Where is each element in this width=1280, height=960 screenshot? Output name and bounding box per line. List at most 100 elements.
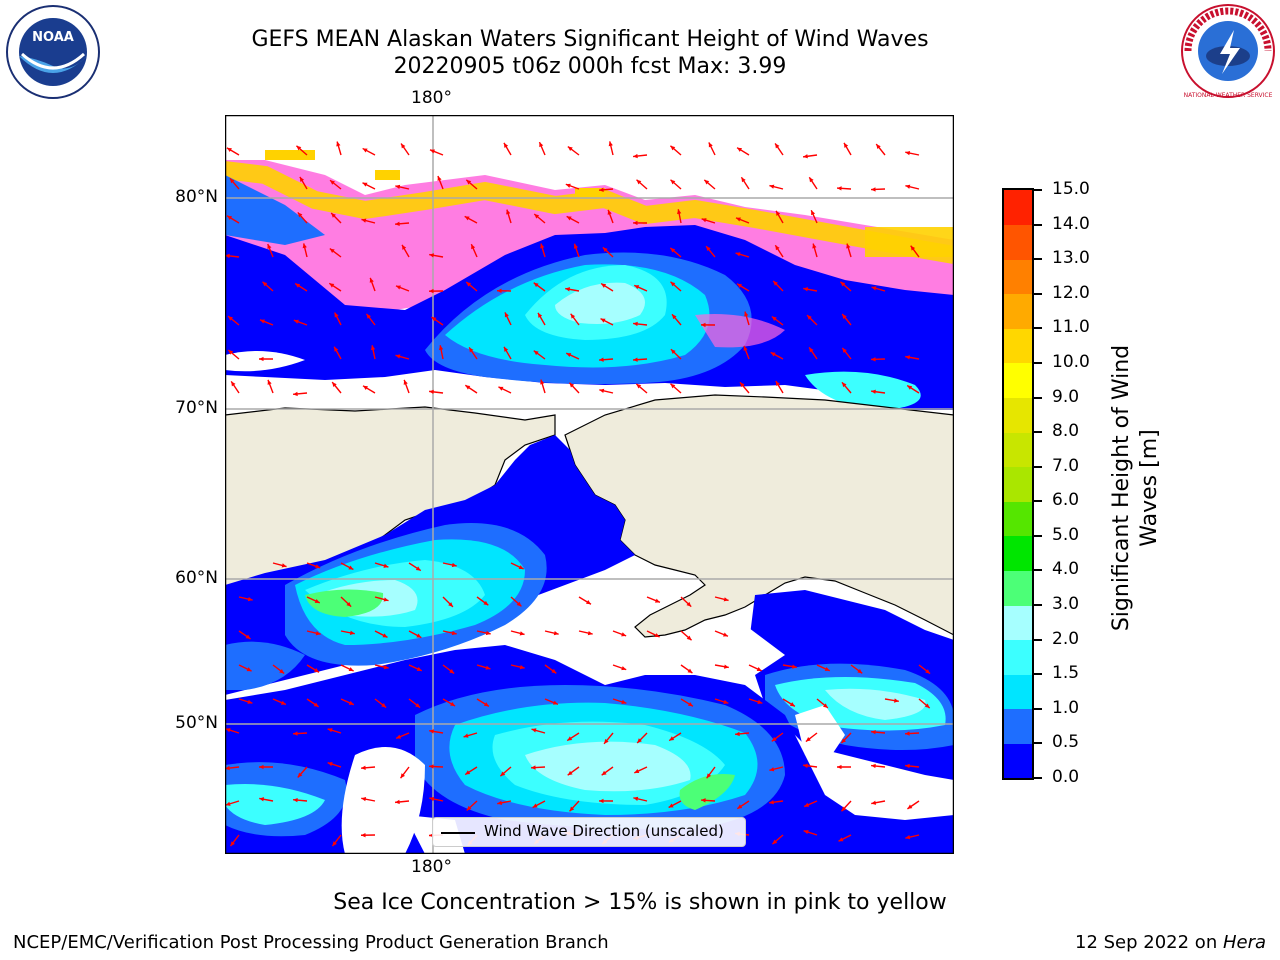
wave-arrow-head	[334, 312, 339, 318]
wave-arrow-head	[464, 216, 470, 221]
colorbar-segment	[1004, 362, 1032, 399]
colorbar	[1002, 188, 1034, 780]
wave-arrow-head	[361, 218, 367, 223]
wave-arrow-head	[437, 175, 442, 181]
wave-arrow-head	[429, 389, 434, 395]
wave-arrow-head	[362, 148, 368, 153]
colorbar-tick-label: 4.0	[1052, 559, 1080, 580]
wave-arrow-head	[634, 285, 640, 290]
wave-arrow-head	[463, 733, 469, 738]
wave-arrow-head	[567, 736, 573, 741]
wave-arrow-head	[293, 391, 298, 397]
wave-arrow-head	[654, 598, 660, 603]
wave-arrow-head	[841, 382, 847, 388]
wave-arrow-head	[471, 244, 476, 250]
wave-arrow-head	[293, 731, 298, 736]
colorbar-segment	[1004, 466, 1032, 502]
wave-arrow-head	[396, 734, 402, 739]
colorbar-tick-label: 14.0	[1052, 213, 1090, 234]
wave-arrow-head	[449, 668, 455, 674]
wave-arrow-head	[809, 177, 814, 183]
wave-arrow-head	[516, 601, 522, 607]
wave-arrow-head	[876, 144, 881, 149]
wave-arrow-head	[769, 800, 774, 805]
wave-arrow-head	[382, 633, 388, 638]
wave-arrow-head	[553, 631, 559, 636]
wave-arrow-head	[245, 634, 251, 639]
wave-arrow-head	[451, 562, 457, 568]
wave-arrow-head	[599, 798, 604, 804]
wave-arrow-head	[565, 183, 571, 188]
wave-arrow-head	[637, 738, 642, 743]
wave-arrow-head	[519, 664, 525, 670]
wave-arrow-head	[503, 142, 509, 148]
wave-arrow-head	[483, 600, 489, 606]
wave-arrow-head	[669, 736, 675, 741]
wave-arrow-head	[837, 764, 842, 770]
wave-arrow-head	[769, 767, 775, 772]
colorbar-segment	[1004, 328, 1032, 364]
wave-arrow-head	[822, 703, 828, 708]
wave-arrow-head	[735, 252, 741, 257]
wave-arrow-head	[803, 154, 808, 159]
wave-arrow-head	[894, 698, 899, 703]
wave-arrow-head	[314, 598, 320, 603]
wave-arrow-head	[330, 180, 335, 185]
lon-label-top: 180°	[411, 88, 452, 108]
wave-arrow-head	[229, 178, 235, 184]
colorbar-tick-label: 6.0	[1052, 490, 1080, 511]
wave-arrow-head	[740, 382, 745, 388]
wave-arrow-head	[741, 177, 746, 183]
wave-arrow-head	[297, 212, 303, 218]
colorbar-tick-label: 10.0	[1052, 351, 1090, 372]
wave-arrow-head	[840, 281, 846, 287]
lat-label-60: 60°N	[175, 568, 218, 588]
wave-arrow-head	[602, 247, 608, 253]
wave-arrow-head	[670, 349, 676, 354]
map-legend: Wind Wave Direction (unscaled)	[432, 817, 746, 847]
wave-arrow-head	[370, 345, 376, 351]
wave-arrow-head	[329, 248, 335, 254]
noaa-logo-icon: NOAA	[6, 5, 100, 99]
wave-arrow-head	[670, 247, 676, 253]
wave-arrow-head	[846, 243, 851, 249]
wave-arrow-head	[366, 313, 371, 319]
wave-arrow-head	[633, 357, 638, 362]
wave-arrow-head	[538, 312, 543, 318]
wave-arrow-head	[551, 668, 557, 674]
wave-arrow-head	[905, 835, 911, 840]
wave-arrow-head	[807, 315, 812, 320]
wave-arrow-head	[519, 631, 525, 636]
wave-arrow-head	[704, 179, 710, 185]
wave-arrow-head	[497, 800, 503, 805]
wave-arrow-head	[348, 565, 354, 570]
colorbar-tick-label: 12.0	[1052, 282, 1090, 303]
wave-arrow-head	[383, 597, 389, 602]
wave-arrow-head	[504, 346, 509, 352]
wave-arrow-head	[395, 285, 401, 290]
wave-arrow-head	[567, 146, 573, 151]
lat-label-80: 80°N	[175, 187, 218, 207]
wave-arrow-head	[841, 738, 847, 744]
wave-arrow-head	[744, 311, 749, 317]
credit-text: NCEP/EMC/Verification Post Processing Pr…	[13, 932, 609, 953]
colorbar-tick-mark	[1034, 742, 1042, 745]
bering-sea-waves	[225, 435, 635, 695]
wave-arrow-head	[346, 601, 352, 607]
wave-arrow-head	[466, 179, 472, 185]
wave-arrow-head	[775, 143, 780, 149]
colorbar-tick-label: 8.0	[1052, 421, 1080, 442]
wave-arrow-head	[708, 142, 713, 148]
wave-arrow-head	[776, 210, 781, 216]
colorbar-tick-mark	[1034, 361, 1042, 364]
wave-arrow-head	[262, 281, 268, 287]
date-value: 12 Sep 2022 on	[1075, 932, 1223, 953]
wave-arrow-head	[871, 763, 876, 769]
wave-arrow-head	[841, 806, 847, 812]
wave-arrow-head	[737, 147, 743, 152]
wave-arrow-head	[735, 731, 740, 737]
wave-arrow-head	[259, 764, 264, 770]
wave-arrow-head	[600, 318, 606, 323]
colorbar-segment	[1004, 259, 1032, 295]
colorbar-tick-label: 0.0	[1052, 767, 1080, 787]
